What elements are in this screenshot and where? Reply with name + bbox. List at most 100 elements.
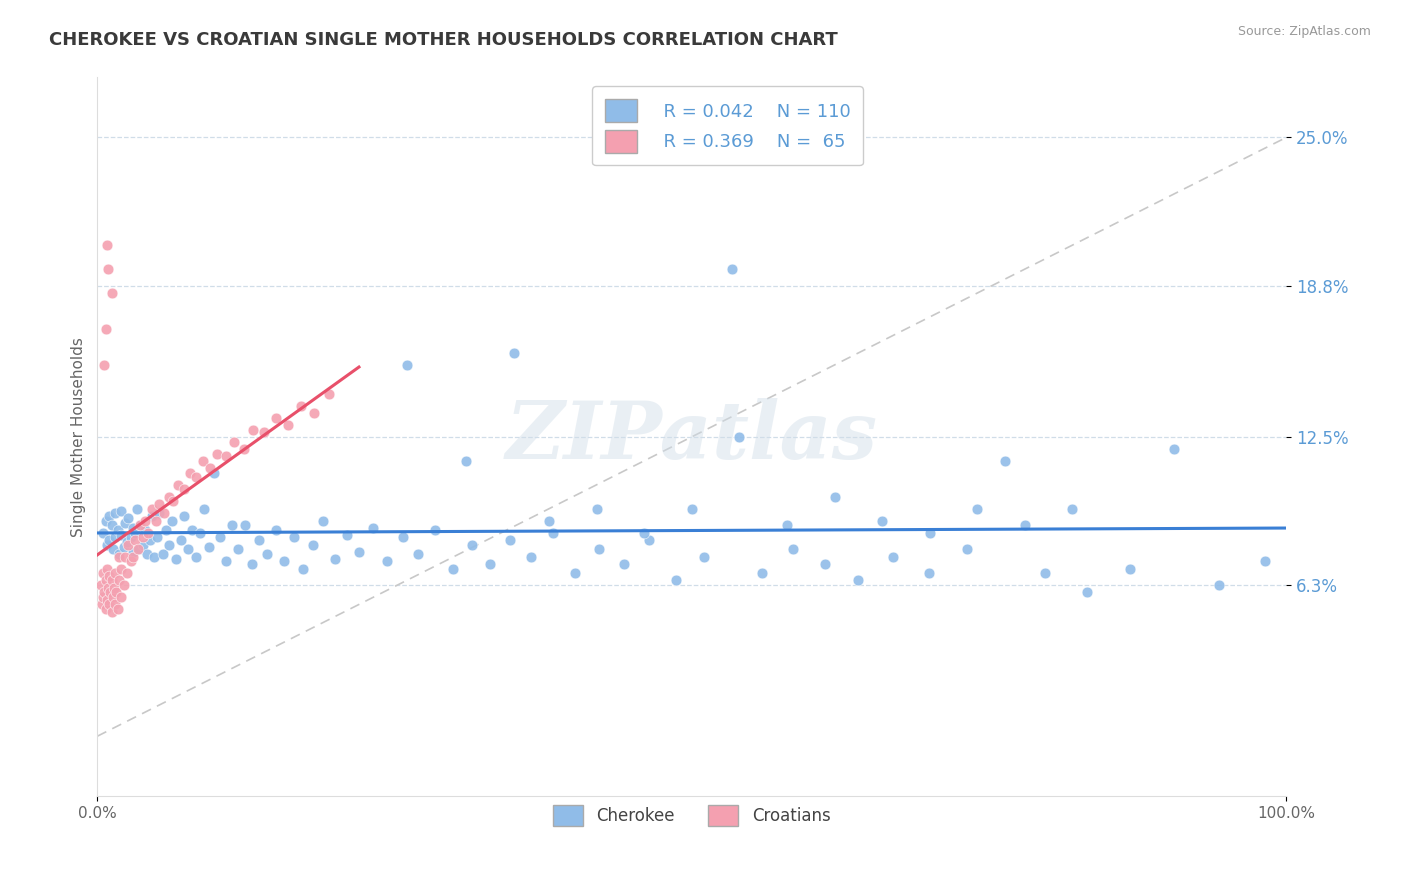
Point (107, 574, 129, 588)
Point (94, 514, 117, 528)
Point (162, 514, 184, 528)
Point (870, 514, 893, 528)
Point (117, 537, 139, 551)
Point (162, 494, 184, 508)
Point (215, 449, 238, 463)
Point (247, 533, 270, 547)
Point (136, 547, 159, 561)
Point (721, 262, 744, 277)
Point (240, 557, 263, 571)
Point (918, 525, 941, 540)
Point (502, 346, 524, 360)
Point (423, 523, 446, 537)
Point (91, 566, 114, 581)
Point (107, 547, 129, 561)
Point (141, 501, 163, 516)
Point (202, 466, 225, 480)
Point (110, 591, 132, 605)
Point (100, 585, 122, 599)
Point (96, 561, 118, 575)
Point (105, 585, 128, 599)
Point (157, 490, 180, 504)
Point (302, 406, 325, 420)
Point (1076, 585, 1098, 599)
Point (377, 554, 399, 568)
Point (134, 523, 156, 537)
Point (499, 533, 522, 547)
Point (242, 423, 264, 437)
Point (114, 549, 136, 564)
Point (96, 537, 118, 551)
Point (564, 566, 586, 581)
Point (165, 552, 187, 566)
Point (153, 507, 176, 521)
Point (1033, 566, 1056, 581)
Point (157, 537, 180, 551)
Point (233, 518, 256, 533)
Text: CHEROKEE VS CROATIAN SINGLE MOTHER HOUSEHOLDS CORRELATION CHART: CHEROKEE VS CROATIAN SINGLE MOTHER HOUSE… (49, 31, 838, 49)
Point (966, 501, 988, 516)
Point (193, 454, 215, 468)
Point (120, 530, 142, 544)
Point (200, 461, 222, 475)
Point (292, 561, 315, 575)
Point (1062, 501, 1084, 516)
Point (98, 598, 121, 612)
Point (395, 358, 418, 372)
Point (1254, 554, 1277, 568)
Point (90, 578, 112, 592)
Point (848, 574, 870, 588)
Point (814, 557, 837, 571)
Point (955, 542, 977, 557)
Point (253, 425, 276, 439)
Point (681, 501, 703, 516)
Point (232, 442, 254, 456)
Point (173, 483, 195, 497)
Point (122, 549, 145, 564)
Point (120, 554, 142, 568)
Point (454, 454, 477, 468)
Point (107, 549, 129, 564)
Point (461, 537, 484, 551)
Point (122, 521, 145, 535)
Point (103, 581, 125, 595)
Point (91, 525, 114, 540)
Point (124, 525, 146, 540)
Point (392, 530, 415, 544)
Point (782, 542, 804, 557)
Point (751, 566, 773, 581)
Point (264, 410, 287, 425)
Point (94, 322, 117, 336)
Point (347, 545, 370, 559)
Point (96, 592, 118, 607)
Point (613, 557, 636, 571)
Point (336, 528, 359, 542)
Point (441, 561, 464, 575)
Point (541, 525, 564, 540)
Point (131, 530, 153, 544)
Point (408, 547, 430, 561)
Point (277, 417, 299, 432)
Point (117, 511, 139, 525)
Point (193, 501, 215, 516)
Point (104, 598, 127, 612)
Point (148, 507, 170, 521)
Point (638, 533, 661, 547)
Point (179, 466, 201, 480)
Point (114, 516, 136, 530)
Point (520, 549, 543, 564)
Point (124, 533, 146, 547)
Y-axis label: Single Mother Households: Single Mother Households (72, 337, 86, 537)
Point (115, 535, 138, 549)
Point (94, 574, 117, 588)
Point (264, 523, 287, 537)
Point (122, 545, 145, 559)
Point (97, 262, 120, 277)
Point (167, 477, 190, 491)
Point (776, 518, 799, 533)
Point (1163, 442, 1185, 456)
Point (138, 533, 160, 547)
Point (177, 542, 200, 557)
Point (127, 542, 149, 557)
Point (96, 238, 118, 252)
